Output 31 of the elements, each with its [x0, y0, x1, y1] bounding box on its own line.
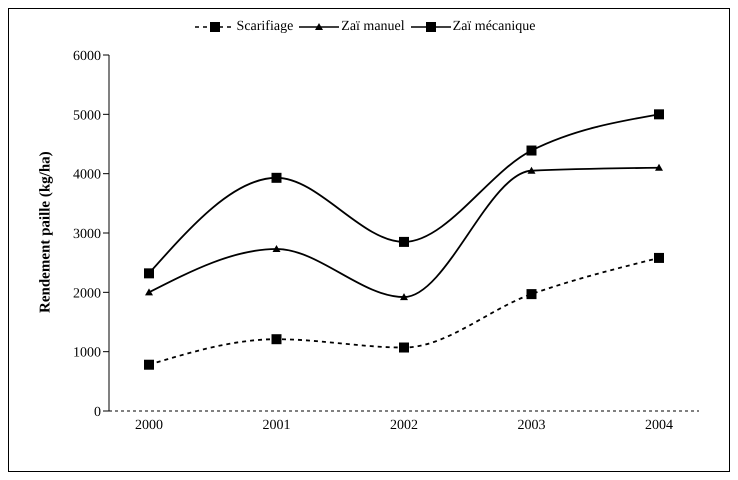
point: [526, 146, 536, 156]
legend-label: Zaï mécanique: [452, 19, 536, 35]
y-tick-label: 4000: [73, 168, 101, 183]
y-tick-label: 0: [94, 404, 101, 420]
point: [272, 334, 282, 344]
x-tick-label: 2000: [135, 418, 163, 433]
y-axis-title: Rendement paille (kg/ha): [37, 151, 54, 313]
point: [399, 236, 409, 247]
point: [526, 289, 536, 300]
point: [145, 288, 153, 296]
y-tick-label: 2000: [73, 286, 101, 302]
point: [272, 245, 280, 252]
point: [144, 360, 154, 370]
point: [400, 293, 408, 300]
point: [144, 268, 154, 278]
x-tick-label: 2001: [262, 418, 290, 433]
y-tick-label: 1000: [73, 346, 101, 361]
y-tick-label: 3000: [73, 226, 101, 242]
legend-label: Scarifiage: [236, 19, 294, 35]
point: [654, 252, 664, 263]
y-tick-label: 5000: [73, 108, 101, 124]
x-tick-label: 2004: [645, 418, 673, 433]
point: [655, 164, 663, 171]
x-tick-label: 2002: [390, 418, 418, 433]
y-tick-label: 6000: [73, 48, 101, 64]
point: [272, 172, 282, 183]
x-tick-label: 2003: [518, 418, 546, 433]
point: [654, 109, 664, 120]
point: [528, 166, 536, 174]
legend-label: Zaï manuel: [341, 19, 405, 35]
point: [399, 342, 409, 353]
